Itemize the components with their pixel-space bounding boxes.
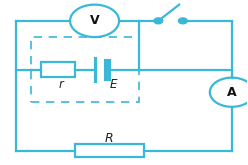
Text: A: A xyxy=(227,86,237,99)
Bar xyxy=(31,37,139,102)
Polygon shape xyxy=(179,18,187,24)
Bar xyxy=(41,62,75,77)
Text: R: R xyxy=(105,132,114,145)
Bar xyxy=(75,144,144,157)
Text: E: E xyxy=(109,78,117,91)
Text: V: V xyxy=(90,14,99,27)
Text: r: r xyxy=(59,78,64,91)
Polygon shape xyxy=(154,18,163,24)
